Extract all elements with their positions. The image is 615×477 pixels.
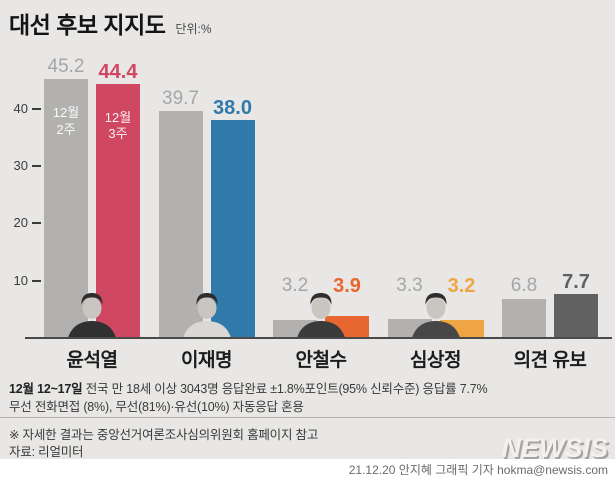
source-line: 자료: 리얼미터 xyxy=(9,445,84,459)
value-label-week2: 6.8 xyxy=(510,275,538,296)
photo-face xyxy=(426,297,445,319)
value-label-week3: 44.4 xyxy=(98,60,138,83)
bar-week2 xyxy=(158,110,203,338)
category-label: 윤석열 xyxy=(66,350,118,371)
candidate-photo xyxy=(409,292,463,338)
bar-week2 xyxy=(502,299,546,338)
survey-detail: 전국 만 18세 이상 3043명 응답완료 ±1.8%포인트(95% 신뢰수준… xyxy=(82,382,488,396)
survey-info-line2: 무선 전화면접 (8%), 무선(81%)·유선(10%) 자동응답 혼용 xyxy=(9,400,304,414)
category-label: 의견 유보 xyxy=(513,350,587,371)
photo-hair xyxy=(310,293,332,305)
photo-hair xyxy=(195,293,218,305)
bottom-strip xyxy=(0,459,615,477)
y-axis-tick-mark xyxy=(32,279,41,282)
category-label: 이재명 xyxy=(181,350,232,371)
y-axis-tick-mark xyxy=(32,165,41,168)
photo-shoulders xyxy=(411,321,460,338)
bar-week3 xyxy=(554,293,598,338)
x-axis-line xyxy=(25,337,612,339)
header: 대선 후보 지지도 단위:% xyxy=(9,6,212,40)
photo-face xyxy=(197,297,216,319)
note-line: ※ 자세한 결과는 중앙선거여론조사심의위원회 홈페이지 참고 xyxy=(9,428,319,442)
bar-week3: 12월 3주 xyxy=(96,83,140,338)
divider-line xyxy=(0,417,615,418)
category-label: 심상정 xyxy=(410,350,461,371)
value-label-week2: 3.2 xyxy=(281,275,309,296)
photo-face xyxy=(311,297,331,319)
bar-week2: 12월 2주 xyxy=(44,79,88,338)
candidate-photo xyxy=(65,292,119,338)
credit-line: 21.12.20 안지혜 그래픽 기자 hokma@newsis.com xyxy=(348,463,608,477)
y-axis-tick-label: 20 xyxy=(13,215,28,231)
bar-series-label: 12월 3주 xyxy=(104,109,132,142)
y-axis-tick-label: 30 xyxy=(13,158,28,174)
survey-date: 12월 12~17일 xyxy=(9,382,83,396)
value-label-week2: 45.2 xyxy=(47,56,85,77)
newsis-logo: NEWSIS xyxy=(501,433,608,463)
photo-face xyxy=(82,297,102,319)
bar-series-label: 12월 2주 xyxy=(52,105,80,137)
y-axis-tick-mark xyxy=(32,222,41,225)
value-label-week3: 7.7 xyxy=(562,270,590,293)
category-label: 안철수 xyxy=(295,350,347,371)
bar-week3 xyxy=(210,120,255,338)
photo-shoulders xyxy=(297,321,345,338)
y-axis-tick-label: 40 xyxy=(13,100,28,116)
value-label-week3: 3.9 xyxy=(333,275,361,297)
photo-hair xyxy=(81,293,103,305)
candidate-photo xyxy=(180,292,234,338)
y-axis-tick-mark xyxy=(32,107,41,110)
value-label-week3: 3.2 xyxy=(447,275,476,297)
photo-hair xyxy=(424,293,447,305)
value-label-week2: 3.3 xyxy=(396,275,423,296)
candidate-photo xyxy=(294,292,348,338)
unit-label: 단위:% xyxy=(175,22,212,36)
y-axis-tick-label: 10 xyxy=(13,272,28,288)
photo-shoulders xyxy=(182,321,231,338)
value-label-week2: 39.7 xyxy=(162,87,199,109)
page-title: 대선 후보 지지도 xyxy=(9,12,166,38)
survey-info-line1: 12월 12~17일 전국 만 18세 이상 3043명 응답완료 ±1.8%포… xyxy=(9,378,488,397)
value-label-week3: 38.0 xyxy=(213,97,252,120)
photo-shoulders xyxy=(68,321,116,338)
